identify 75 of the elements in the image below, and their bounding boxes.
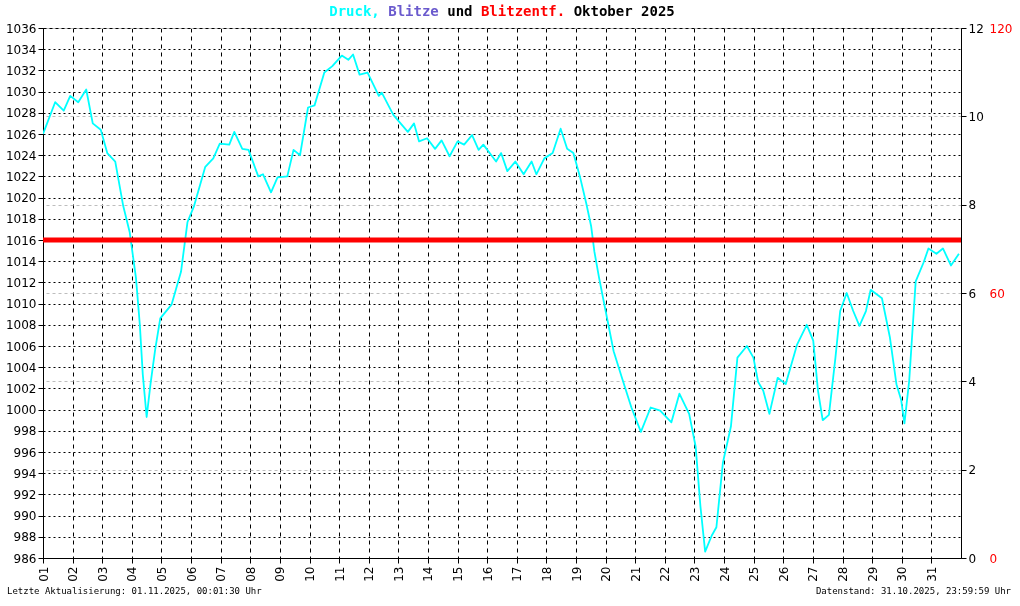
y-tick-label: 992 [13, 487, 37, 502]
x-tick-label: 07 [214, 566, 229, 582]
x-tick-label: 26 [776, 566, 791, 582]
y-tick-label: 1014 [5, 254, 37, 269]
y2-tick-label: 4 [968, 374, 977, 389]
x-tick-label: 30 [895, 566, 910, 582]
x-tick-label: 27 [806, 566, 821, 582]
y-tick-label: 1008 [5, 318, 37, 333]
y-tick-label: 1020 [5, 191, 37, 206]
y-tick-label: 986 [13, 551, 37, 566]
x-tick-label: 05 [154, 566, 169, 582]
y-tick-label: 994 [13, 466, 37, 481]
x-tick-label: 13 [391, 566, 406, 582]
text: Druck, [329, 3, 380, 19]
y-tick-label: 1002 [5, 381, 37, 396]
x-tick-label: 11 [332, 566, 347, 582]
x-tick-label: 15 [451, 566, 466, 582]
x-tick-label: 18 [539, 566, 554, 582]
y-tick-label: 1004 [5, 360, 37, 375]
y-tick-label: 1006 [5, 339, 37, 354]
y-tick-label: 988 [13, 530, 37, 545]
y2-tick-label: 8 [968, 198, 977, 213]
y-tick-label: 1018 [5, 212, 37, 227]
x-tick-label: 03 [95, 566, 110, 582]
y3-tick-label: 120 [989, 21, 1013, 36]
x-tick-label: 12 [362, 566, 377, 582]
x-tick-label: 29 [865, 566, 880, 582]
line-series [43, 53, 960, 553]
x-tick-label: 08 [243, 566, 258, 582]
y3-tick-label: 60 [989, 286, 1005, 301]
text: Letzte Aktualisierung: 01.11.2025, 00:01:30 Uhr [7, 586, 263, 596]
y-tick-label: 1024 [5, 148, 37, 163]
x-tick-label: 21 [628, 566, 643, 582]
legend-label: Blitze [388, 3, 439, 19]
y2-tick-label: 0 [968, 551, 977, 566]
x-tick-label: 17 [510, 566, 525, 582]
y2-tick-label: 6 [968, 286, 977, 301]
x-tick-label: 31 [924, 566, 939, 582]
y-tick-label: 1016 [5, 233, 37, 248]
chart-title: Oktober 2025 [573, 3, 675, 19]
x-tick-label: 16 [480, 566, 495, 582]
text: Blitzentf. [480, 3, 566, 19]
y-tick-label: 1030 [5, 85, 37, 100]
y-tick-label: 1036 [5, 21, 37, 36]
x-tick-label: 09 [273, 566, 288, 582]
x-tick-label: 25 [747, 566, 762, 582]
y-tick-label: 1010 [5, 297, 37, 312]
text: Datenstand: 31.10.2025, 23:59:59 Uhr [815, 586, 1012, 596]
x-tick-label: 01 [36, 566, 51, 582]
x-tick-label: 14 [421, 566, 436, 582]
y-tick-label: 1026 [5, 127, 37, 142]
x-tick-label: 23 [687, 566, 702, 582]
x-tick-label: 19 [569, 566, 584, 582]
y-tick-label: 1012 [5, 275, 37, 290]
y2-tick-label: 2 [968, 463, 977, 478]
y2-tick-label: 12 [968, 21, 984, 36]
y2-tick-label: 10 [968, 109, 984, 124]
x-tick-label: 06 [184, 566, 199, 582]
y-tick-label: 998 [13, 424, 37, 439]
x-tick-label: 20 [599, 566, 614, 582]
y-tick-label: 1000 [5, 403, 37, 418]
y-tick-label: 996 [13, 445, 37, 460]
x-tick-label: 24 [717, 566, 732, 582]
y-tick-label: 1028 [5, 106, 37, 121]
y-tick-label: 1022 [5, 169, 37, 184]
x-tick-label: 28 [836, 566, 851, 582]
x-tick-label: 04 [125, 566, 140, 582]
y-tick-label: 1032 [5, 63, 37, 78]
x-tick-label: 10 [303, 566, 318, 582]
y3-tick-label: 0 [989, 551, 998, 566]
y-tick-label: 990 [13, 509, 37, 524]
text: und [447, 3, 473, 19]
x-tick-label: 22 [658, 566, 673, 582]
x-tick-label: 02 [66, 566, 81, 582]
y-tick-label: 1034 [5, 42, 37, 57]
